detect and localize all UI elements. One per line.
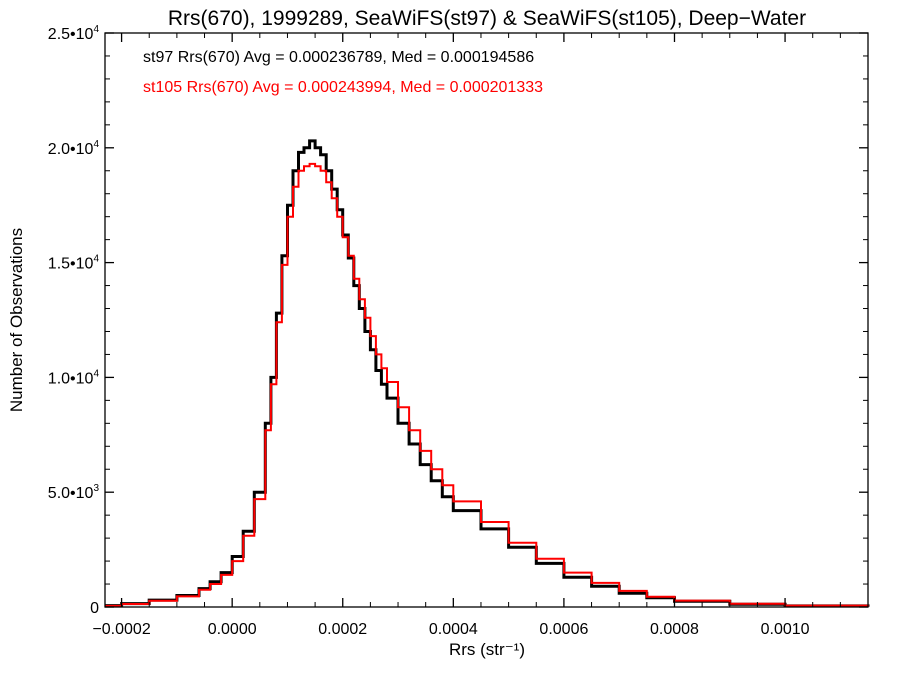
x-tick-label: −0.0002 [92,621,150,638]
y-tick-label: 2.5•104 [48,24,100,43]
y-tick-label: 5.0•103 [48,483,100,502]
y-tick-label: 2.0•104 [48,139,100,158]
x-tick-label: 0.0004 [429,621,478,638]
y-tick-label: 1.0•104 [48,368,100,387]
y-axis: 0 5.0•103 1.0•104 1.5•104 2.0•104 2.5•104 [48,24,868,617]
plot-series [105,139,870,608]
legend-entry-st97: st97 Rrs(670) Avg = 0.000236789, Med = 0… [143,49,534,66]
y-tick-label: 1.5•104 [48,254,100,273]
y-axis-label: Number of Observations [7,228,26,412]
legend-entry-st105: st105 Rrs(670) Avg = 0.000243994, Med = … [143,79,543,96]
x-tick-label: 0.0000 [208,621,257,638]
series-line-st105 [105,162,869,607]
x-tick-label: 0.0002 [318,621,367,638]
x-tick-label: 0.0006 [539,621,588,638]
legend: st97 Rrs(670) Avg = 0.000236789, Med = 0… [143,49,543,96]
plot-frame [104,32,869,608]
x-axis-label: Rrs (str⁻¹) [449,640,525,659]
x-tick-label: 0.0010 [761,621,810,638]
x-tick-label: 0.0008 [650,621,699,638]
x-axis: −0.0002 0.0000 0.0002 0.0004 0.0006 0.0008 0.0… [92,33,841,638]
y-tick-label: 0 [90,600,99,617]
chart-title: Rrs(670), 1999289, SeaWiFS(st97) & SeaWi… [168,7,806,30]
